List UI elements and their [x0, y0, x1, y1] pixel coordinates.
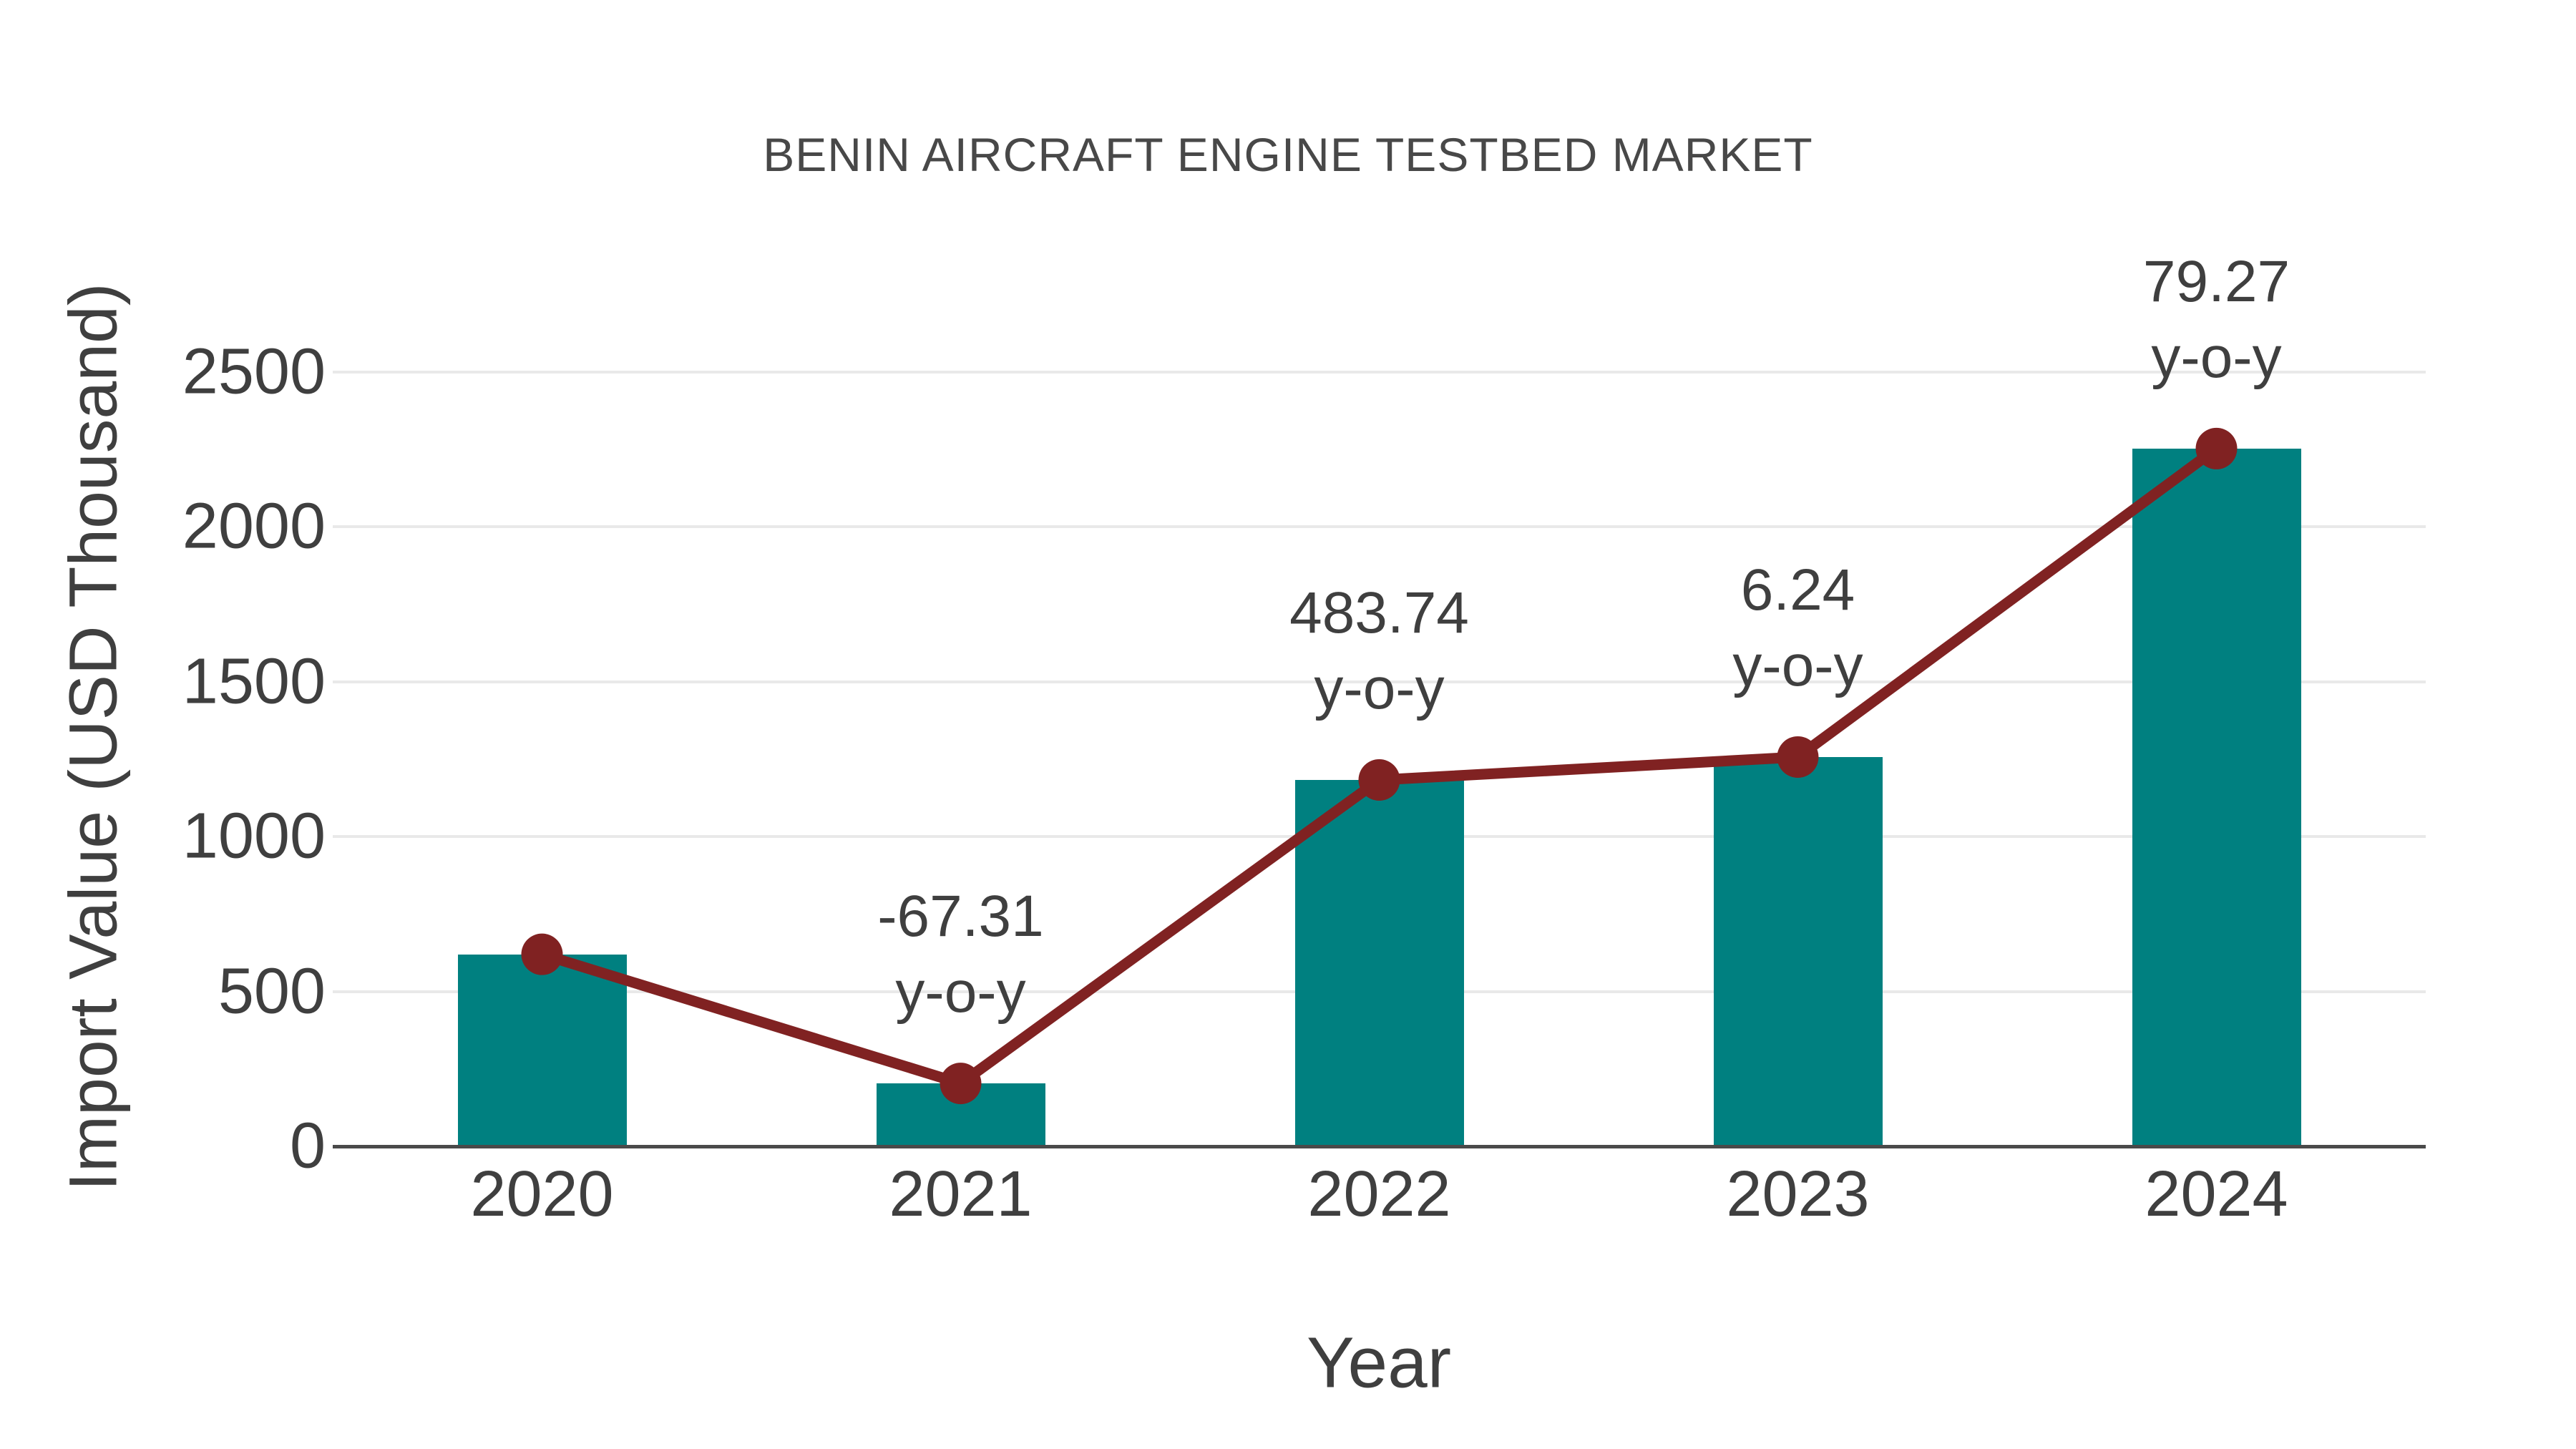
x-axis-line [333, 1144, 2426, 1148]
annotation-2021: -67.31 y-o-y [877, 879, 1044, 1030]
y-tick-500: 500 [218, 955, 326, 1028]
annotation-2022: 483.74 y-o-y [1289, 575, 1469, 727]
gridline-2000 [333, 525, 2426, 529]
annotation-2024-value: 79.27 [2142, 248, 2290, 314]
y-tick-2000: 2000 [182, 490, 326, 562]
annotation-2022-suffix: y-o-y [1314, 655, 1445, 721]
annotation-2021-suffix: y-o-y [895, 960, 1026, 1025]
annotation-2023-suffix: y-o-y [1732, 633, 1863, 698]
y-tick-1000: 1000 [182, 800, 326, 872]
annotation-2024-suffix: y-o-y [2151, 324, 2282, 390]
y-tick-0: 0 [289, 1110, 326, 1182]
x-tick-2020: 2020 [470, 1158, 614, 1230]
annotation-2021-value: -67.31 [877, 884, 1044, 950]
gridline-1500 [333, 680, 2426, 683]
annotation-2023: 6.24 y-o-y [1732, 552, 1863, 704]
x-tick-2022: 2022 [1307, 1158, 1451, 1230]
bar-2024 [2132, 448, 2301, 1146]
y-tick-2500: 2500 [182, 336, 326, 408]
annotation-2024: 79.27 y-o-y [2143, 244, 2290, 396]
bar-2022 [1294, 779, 1464, 1146]
data-point-2021 [940, 1063, 982, 1105]
chart-title: BENIN AIRCRAFT ENGINE TESTBED MARKET [763, 128, 1813, 181]
gridline-2500 [333, 371, 2426, 374]
annotation-2023-value: 6.24 [1740, 557, 1855, 623]
data-point-2022 [1358, 758, 1400, 801]
x-tick-2024: 2024 [2145, 1158, 2288, 1230]
data-point-2020 [521, 933, 563, 975]
x-axis-title: Year [1306, 1322, 1452, 1403]
data-point-2023 [1777, 736, 1819, 778]
x-tick-2021: 2021 [889, 1158, 1033, 1230]
annotation-2022-value: 483.74 [1289, 580, 1469, 645]
y-tick-1500: 1500 [182, 645, 326, 718]
bar-2020 [457, 954, 627, 1146]
data-point-2024 [2195, 427, 2238, 469]
x-tick-2023: 2023 [1726, 1158, 1870, 1230]
bar-2023 [1713, 756, 1883, 1146]
